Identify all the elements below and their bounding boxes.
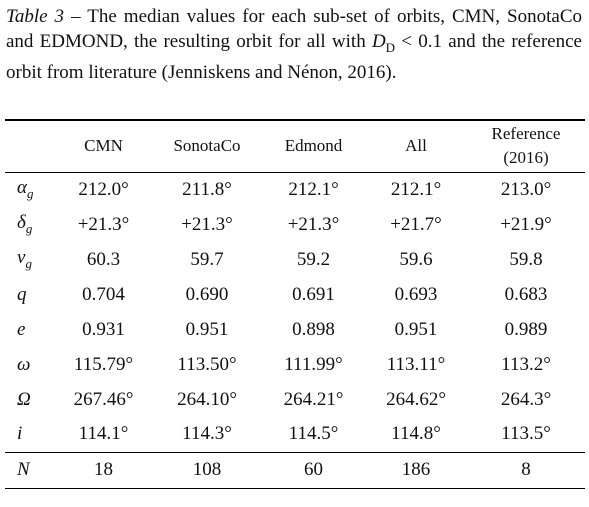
table-cell: +21.9° <box>500 213 552 235</box>
table-cell: 108 <box>192 459 222 480</box>
table-cell: +21.3° <box>181 213 233 235</box>
symbol: e <box>17 318 26 340</box>
table-cell: 59.6 <box>399 248 433 270</box>
symbol: ω <box>17 353 31 375</box>
symbol: δ <box>17 212 26 234</box>
header-cell <box>5 120 55 172</box>
header-row: CMN SonotaCo Edmond All Reference (2016) <box>5 120 585 172</box>
table-cell: 0.951 <box>185 318 229 340</box>
symbol-subscript: g <box>25 220 33 236</box>
table-cell: +21.3° <box>77 213 130 235</box>
table-cell: 59.8 <box>509 248 543 270</box>
table-cell: 0.693 <box>394 283 438 305</box>
table-cell: 264.62° <box>386 388 446 410</box>
row-symbol: δg <box>5 207 55 242</box>
table-cell: 0.898 <box>292 318 335 340</box>
row-symbol: vg <box>5 242 55 277</box>
table: CMN SonotaCo Edmond All Reference (2016) αg 21… <box>5 119 585 489</box>
table-row: Ω 267.46° 264.10° 264.21° 264.62° 264.3° <box>5 382 585 417</box>
table-cell: 212.0° <box>78 178 129 200</box>
table-row: δg +21.3° +21.3° +21.3° +21.7° +21.9° <box>5 207 585 242</box>
table-cell: 186 <box>401 459 431 480</box>
table-cell: 114.8° <box>391 423 441 445</box>
table-row: vg 60.3 59.7 59.2 59.6 59.8 <box>5 242 585 277</box>
row-symbol: q <box>5 277 55 312</box>
table-row: q 0.704 0.690 0.691 0.693 0.683 <box>5 277 585 312</box>
header-cell: Edmond <box>284 136 343 156</box>
table-cell: 18 <box>94 459 113 480</box>
table-cell: +21.3° <box>287 213 340 235</box>
table-cell: 114.5° <box>288 423 339 445</box>
symbol: i <box>17 423 23 445</box>
table-cell: 0.683 <box>504 283 548 305</box>
row-symbol: αg <box>5 172 55 207</box>
table-cell: 113.2° <box>501 353 551 375</box>
table-row: N 18 108 60 186 8 <box>5 452 585 488</box>
caption-text: – The median values for each sub-set of … <box>6 6 582 52</box>
symbol-subscript: g <box>25 255 32 271</box>
caption-subscript: D <box>385 39 396 55</box>
table-cell: 0.989 <box>504 318 548 340</box>
row-symbol: e <box>5 312 55 347</box>
table-cell: 113.5° <box>501 423 551 445</box>
table-cell: 212.1° <box>390 178 442 200</box>
caption: Table 3 – The median values for each sub… <box>6 4 582 85</box>
table-cell: 113.50° <box>177 353 237 375</box>
table-row: i 114.1° 114.3° 114.5° 114.8° 113.5° <box>5 417 585 452</box>
table-cell: 111.99° <box>284 353 343 375</box>
row-symbol: i <box>5 417 55 452</box>
row-symbol: N <box>5 452 55 488</box>
table-cell: 0.951 <box>394 318 438 340</box>
table-cell: 60.3 <box>86 248 121 270</box>
header-cell: All <box>405 136 427 156</box>
table-cell: 114.3° <box>182 423 232 445</box>
table-cell: 59.7 <box>190 248 224 270</box>
table-cell: 0.691 <box>292 283 335 305</box>
table-cell: 60 <box>304 459 323 480</box>
row-symbol: Ω <box>5 382 55 417</box>
table-cell: 59.2 <box>296 248 331 270</box>
table-cell: 114.1° <box>78 423 129 445</box>
table-cell: 264.3° <box>500 388 552 410</box>
header-cell: SonotaCo <box>173 136 241 156</box>
caption-symbol: D <box>371 31 386 52</box>
table-row: αg 212.0° 211.8° 212.1° 212.1° 213.0° <box>5 172 585 207</box>
table-cell: 0.931 <box>82 318 125 340</box>
row-symbol: ω <box>5 347 55 382</box>
table-cell: 115.79° <box>73 353 134 375</box>
table-cell: 264.10° <box>177 388 237 410</box>
table-cell: 212.1° <box>288 178 339 200</box>
header-line: Reference <box>491 124 561 144</box>
symbol: v <box>17 247 26 269</box>
symbol: α <box>17 177 27 199</box>
header-cell: Reference (2016) <box>467 120 585 172</box>
symbol: q <box>17 283 27 305</box>
caption-text: < 0.1 and the reference orbit from liter… <box>6 31 582 83</box>
table-cell: 213.0° <box>500 178 552 200</box>
table-body: αg 212.0° 211.8° 212.1° 212.1° 213.0° δg +21.3°… <box>5 172 585 488</box>
symbol: Ω <box>17 388 31 410</box>
header-line: (2016) <box>503 148 549 168</box>
symbol: N <box>17 459 30 480</box>
table-cell: 0.704 <box>82 283 125 305</box>
table-row: e 0.931 0.951 0.898 0.951 0.989 <box>5 312 585 347</box>
symbol-subscript: g <box>26 186 34 202</box>
table-cell: 211.8° <box>182 178 232 200</box>
table-row: ω 115.79° 113.50° 111.99° 113.11° 113.2° <box>5 347 585 382</box>
caption-label: Table 3 <box>6 6 65 27</box>
table-cell: +21.7° <box>390 213 442 235</box>
table-cell: 113.11° <box>386 353 446 375</box>
table-cell: 264.21° <box>283 388 344 410</box>
table-cell: 0.690 <box>185 283 229 305</box>
header-cell: CMN <box>84 136 123 156</box>
table-cell: 267.46° <box>73 388 134 410</box>
table-cell: 8 <box>521 459 531 480</box>
